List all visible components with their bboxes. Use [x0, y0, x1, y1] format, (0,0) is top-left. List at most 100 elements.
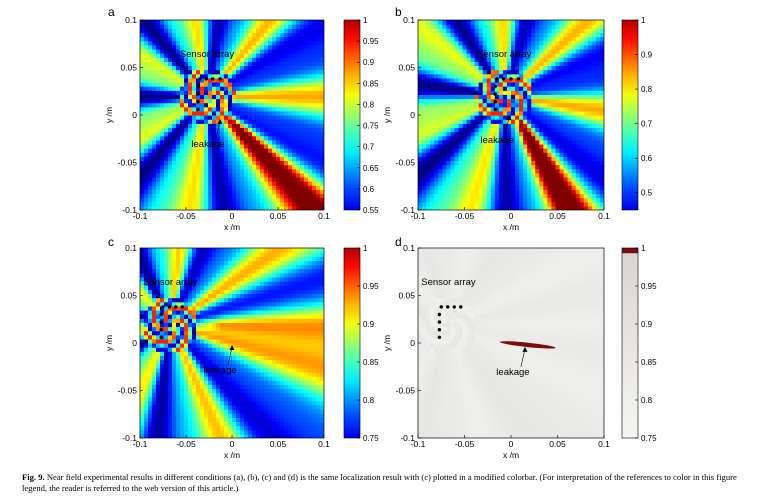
- heatmap-cell: [140, 44, 145, 50]
- heatmap-cell: [244, 98, 249, 104]
- heatmap-cell: [519, 139, 524, 145]
- heatmap-cell: [498, 168, 504, 174]
- heatmap-cell: [260, 131, 265, 137]
- heatmap-cell: [466, 94, 472, 100]
- heatmap-cell: [168, 110, 173, 116]
- heatmap-cell: [256, 48, 261, 54]
- heatmap-cell: [434, 181, 439, 186]
- heatmap-cell: [272, 81, 277, 87]
- heatmap-cell: [280, 139, 285, 145]
- heatmap-cell: [292, 205, 297, 210]
- heatmap-cell: [244, 160, 249, 166]
- heatmap-cell: [212, 98, 217, 104]
- heatmap-cell: [228, 119, 233, 124]
- heatmap-cell: [200, 81, 205, 87]
- heatmap-cell: [571, 139, 577, 145]
- heatmap-cell: [442, 176, 447, 182]
- heatmap-cell: [571, 156, 577, 162]
- heatmap-cell: [184, 185, 189, 190]
- heatmap-cell: [422, 53, 427, 58]
- heatmap-cell: [148, 143, 153, 149]
- heatmap-cell: [474, 205, 480, 210]
- heatmap-cell: [160, 24, 165, 29]
- heatmap-cell: [264, 32, 269, 38]
- heatmap-cell: [200, 28, 205, 33]
- heatmap-cell: [168, 102, 173, 108]
- heatmap-cell: [446, 86, 451, 91]
- heatmap-cell: [587, 148, 593, 153]
- heatmap-cell: [152, 413, 157, 418]
- heatmap-cell: [571, 160, 577, 166]
- heatmap-cell: [474, 44, 480, 50]
- heatmap-cell: [148, 53, 153, 58]
- heatmap-cell: [547, 160, 553, 166]
- heatmap-cell: [506, 36, 512, 42]
- heatmap-cell: [288, 24, 293, 29]
- heatmap-cell: [563, 127, 569, 133]
- heatmap-cell: [256, 139, 261, 145]
- heatmap-cell: [320, 86, 324, 91]
- heatmap-cell: [446, 143, 451, 149]
- heatmap-cell: [523, 110, 528, 116]
- heatmap-cell: [506, 20, 512, 25]
- heatmap-cell: [527, 53, 532, 58]
- heatmap-cell: [442, 86, 447, 91]
- heatmap-cell: [486, 61, 492, 67]
- heatmap-cell: [422, 193, 427, 199]
- heatmap-cell: [216, 168, 221, 174]
- heatmap-cell: [474, 32, 480, 38]
- heatmap-cell: [543, 164, 548, 170]
- heatmap-cell: [320, 429, 324, 435]
- heatmap-cell: [208, 28, 213, 33]
- heatmap-cell: [220, 201, 225, 207]
- heatmap-cell: [523, 81, 528, 87]
- heatmap-cell: [240, 164, 245, 170]
- heatmap-cell: [256, 61, 261, 67]
- heatmap-cell: [426, 119, 431, 124]
- heatmap-cell: [160, 421, 165, 427]
- heatmap-cell: [547, 205, 553, 210]
- heatmap-cell: [539, 185, 544, 190]
- heatmap-cell: [284, 69, 289, 75]
- heatmap-cell: [531, 119, 536, 124]
- heatmap-cell: [450, 61, 455, 67]
- heatmap-cell: [506, 77, 512, 83]
- heatmap-cell: [236, 201, 241, 207]
- heatmap-cell: [188, 90, 193, 95]
- heatmap-cell: [316, 181, 321, 186]
- heatmap-cell: [244, 404, 249, 410]
- heatmap-cell: [252, 380, 257, 385]
- heatmap-cell: [212, 189, 217, 195]
- heatmap-cell: [232, 396, 237, 402]
- heatmap-cell: [160, 404, 165, 410]
- heatmap-cell: [511, 65, 516, 71]
- heatmap-cell: [152, 102, 157, 108]
- heatmap-cell: [300, 73, 305, 79]
- heatmap-cell: [284, 189, 289, 195]
- heatmap-cell: [494, 160, 500, 166]
- heatmap-cell: [160, 139, 165, 145]
- heatmap-cell: [595, 102, 601, 108]
- heatmap-cell: [486, 40, 492, 46]
- heatmap-cell: [288, 127, 293, 133]
- heatmap-cell: [180, 77, 185, 83]
- heatmap-cell: [176, 94, 181, 100]
- heatmap-cell: [567, 139, 573, 145]
- heatmap-cell: [276, 73, 281, 79]
- heatmap-cell: [224, 404, 229, 410]
- heatmap-cell: [531, 61, 536, 67]
- heatmap-cell: [466, 143, 472, 149]
- heatmap-cell: [236, 106, 241, 112]
- heatmap-cell: [284, 106, 289, 112]
- heatmap-cell: [466, 123, 472, 128]
- heatmap-cell: [212, 384, 217, 390]
- heatmap-cell: [527, 185, 532, 190]
- heatmap-cell: [595, 94, 601, 100]
- heatmap-cell: [442, 189, 447, 195]
- heatmap-cell: [264, 73, 269, 79]
- heatmap-cell: [523, 160, 528, 166]
- heatmap-cell: [248, 417, 253, 423]
- heatmap-cell: [164, 400, 169, 406]
- heatmap-cell: [478, 86, 484, 91]
- heatmap-cell: [579, 143, 585, 149]
